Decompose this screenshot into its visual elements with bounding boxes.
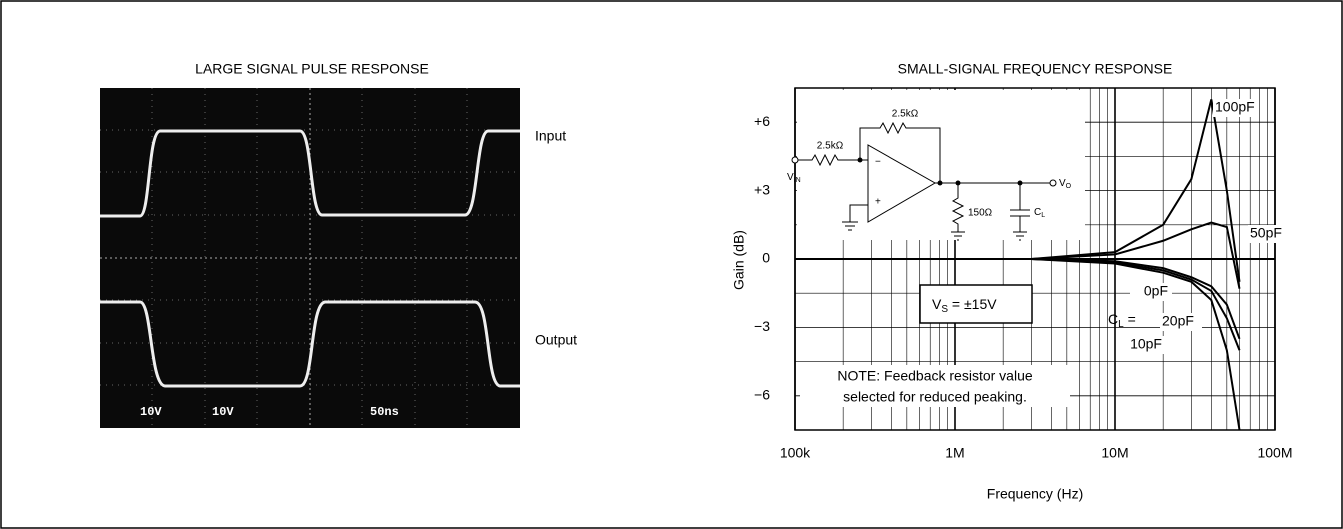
inset-label: VIN (787, 172, 801, 184)
inset-circuit (791, 90, 1085, 241)
inset-label: CL (1034, 207, 1045, 219)
y-tick-label: 0 (762, 250, 770, 266)
scope-label: 10V (212, 405, 234, 419)
note: NOTE: Feedback resistor value (837, 368, 1033, 384)
supply-box (919, 284, 1033, 324)
label-bg (1130, 283, 1172, 301)
pulse-title: LARGE SIGNAL PULSE RESPONSE (195, 61, 429, 77)
label-bg (1213, 99, 1255, 117)
series-label: 50pF (1250, 225, 1282, 241)
series-label: 10pF (1130, 336, 1162, 352)
series-label: 100pF (1215, 99, 1255, 115)
plot-frame (794, 87, 1276, 431)
x-tick-label: 1M (945, 445, 964, 461)
y-axis-label: Gain (dB) (731, 230, 747, 290)
supply-label: VS = ±15V (932, 296, 997, 315)
scope-label: 10V (140, 405, 162, 419)
scope-photo (100, 88, 520, 428)
x-axis-label: Frequency (Hz) (987, 486, 1083, 502)
x-tick-label: 100k (780, 445, 811, 461)
series-label: 20pF (1162, 313, 1194, 329)
chart-title: SMALL-SIGNAL FREQUENCY RESPONSE (898, 61, 1173, 77)
inset-label: − (875, 157, 881, 168)
scope-label: 50ns (370, 405, 399, 419)
note-bg (800, 365, 1070, 407)
inset-label: 150Ω (968, 208, 993, 219)
label-bg (1248, 225, 1290, 243)
y-tick-label: +6 (754, 113, 770, 129)
label-bg (1160, 313, 1202, 331)
output-label: Output (535, 332, 577, 348)
inset-label: 2.5kΩ (817, 141, 844, 152)
input-label: Input (535, 128, 566, 144)
inset-label: 2.5kΩ (892, 109, 919, 120)
inset-label: VO (1059, 178, 1072, 190)
x-tick-label: 10M (1101, 445, 1128, 461)
y-tick-label: −3 (754, 318, 770, 334)
curves (795, 99, 1241, 431)
y-tick-label: −6 (754, 387, 770, 403)
series-label: 0pF (1144, 283, 1168, 299)
note: selected for reduced peaking. (843, 389, 1027, 405)
x-tick-label: 100M (1257, 445, 1292, 461)
line-series (795, 258, 1241, 431)
inset-label: + (875, 197, 881, 208)
y-tick-label: +3 (754, 181, 770, 197)
cl-label: CL = (1108, 311, 1136, 330)
label-bg (1124, 336, 1166, 354)
